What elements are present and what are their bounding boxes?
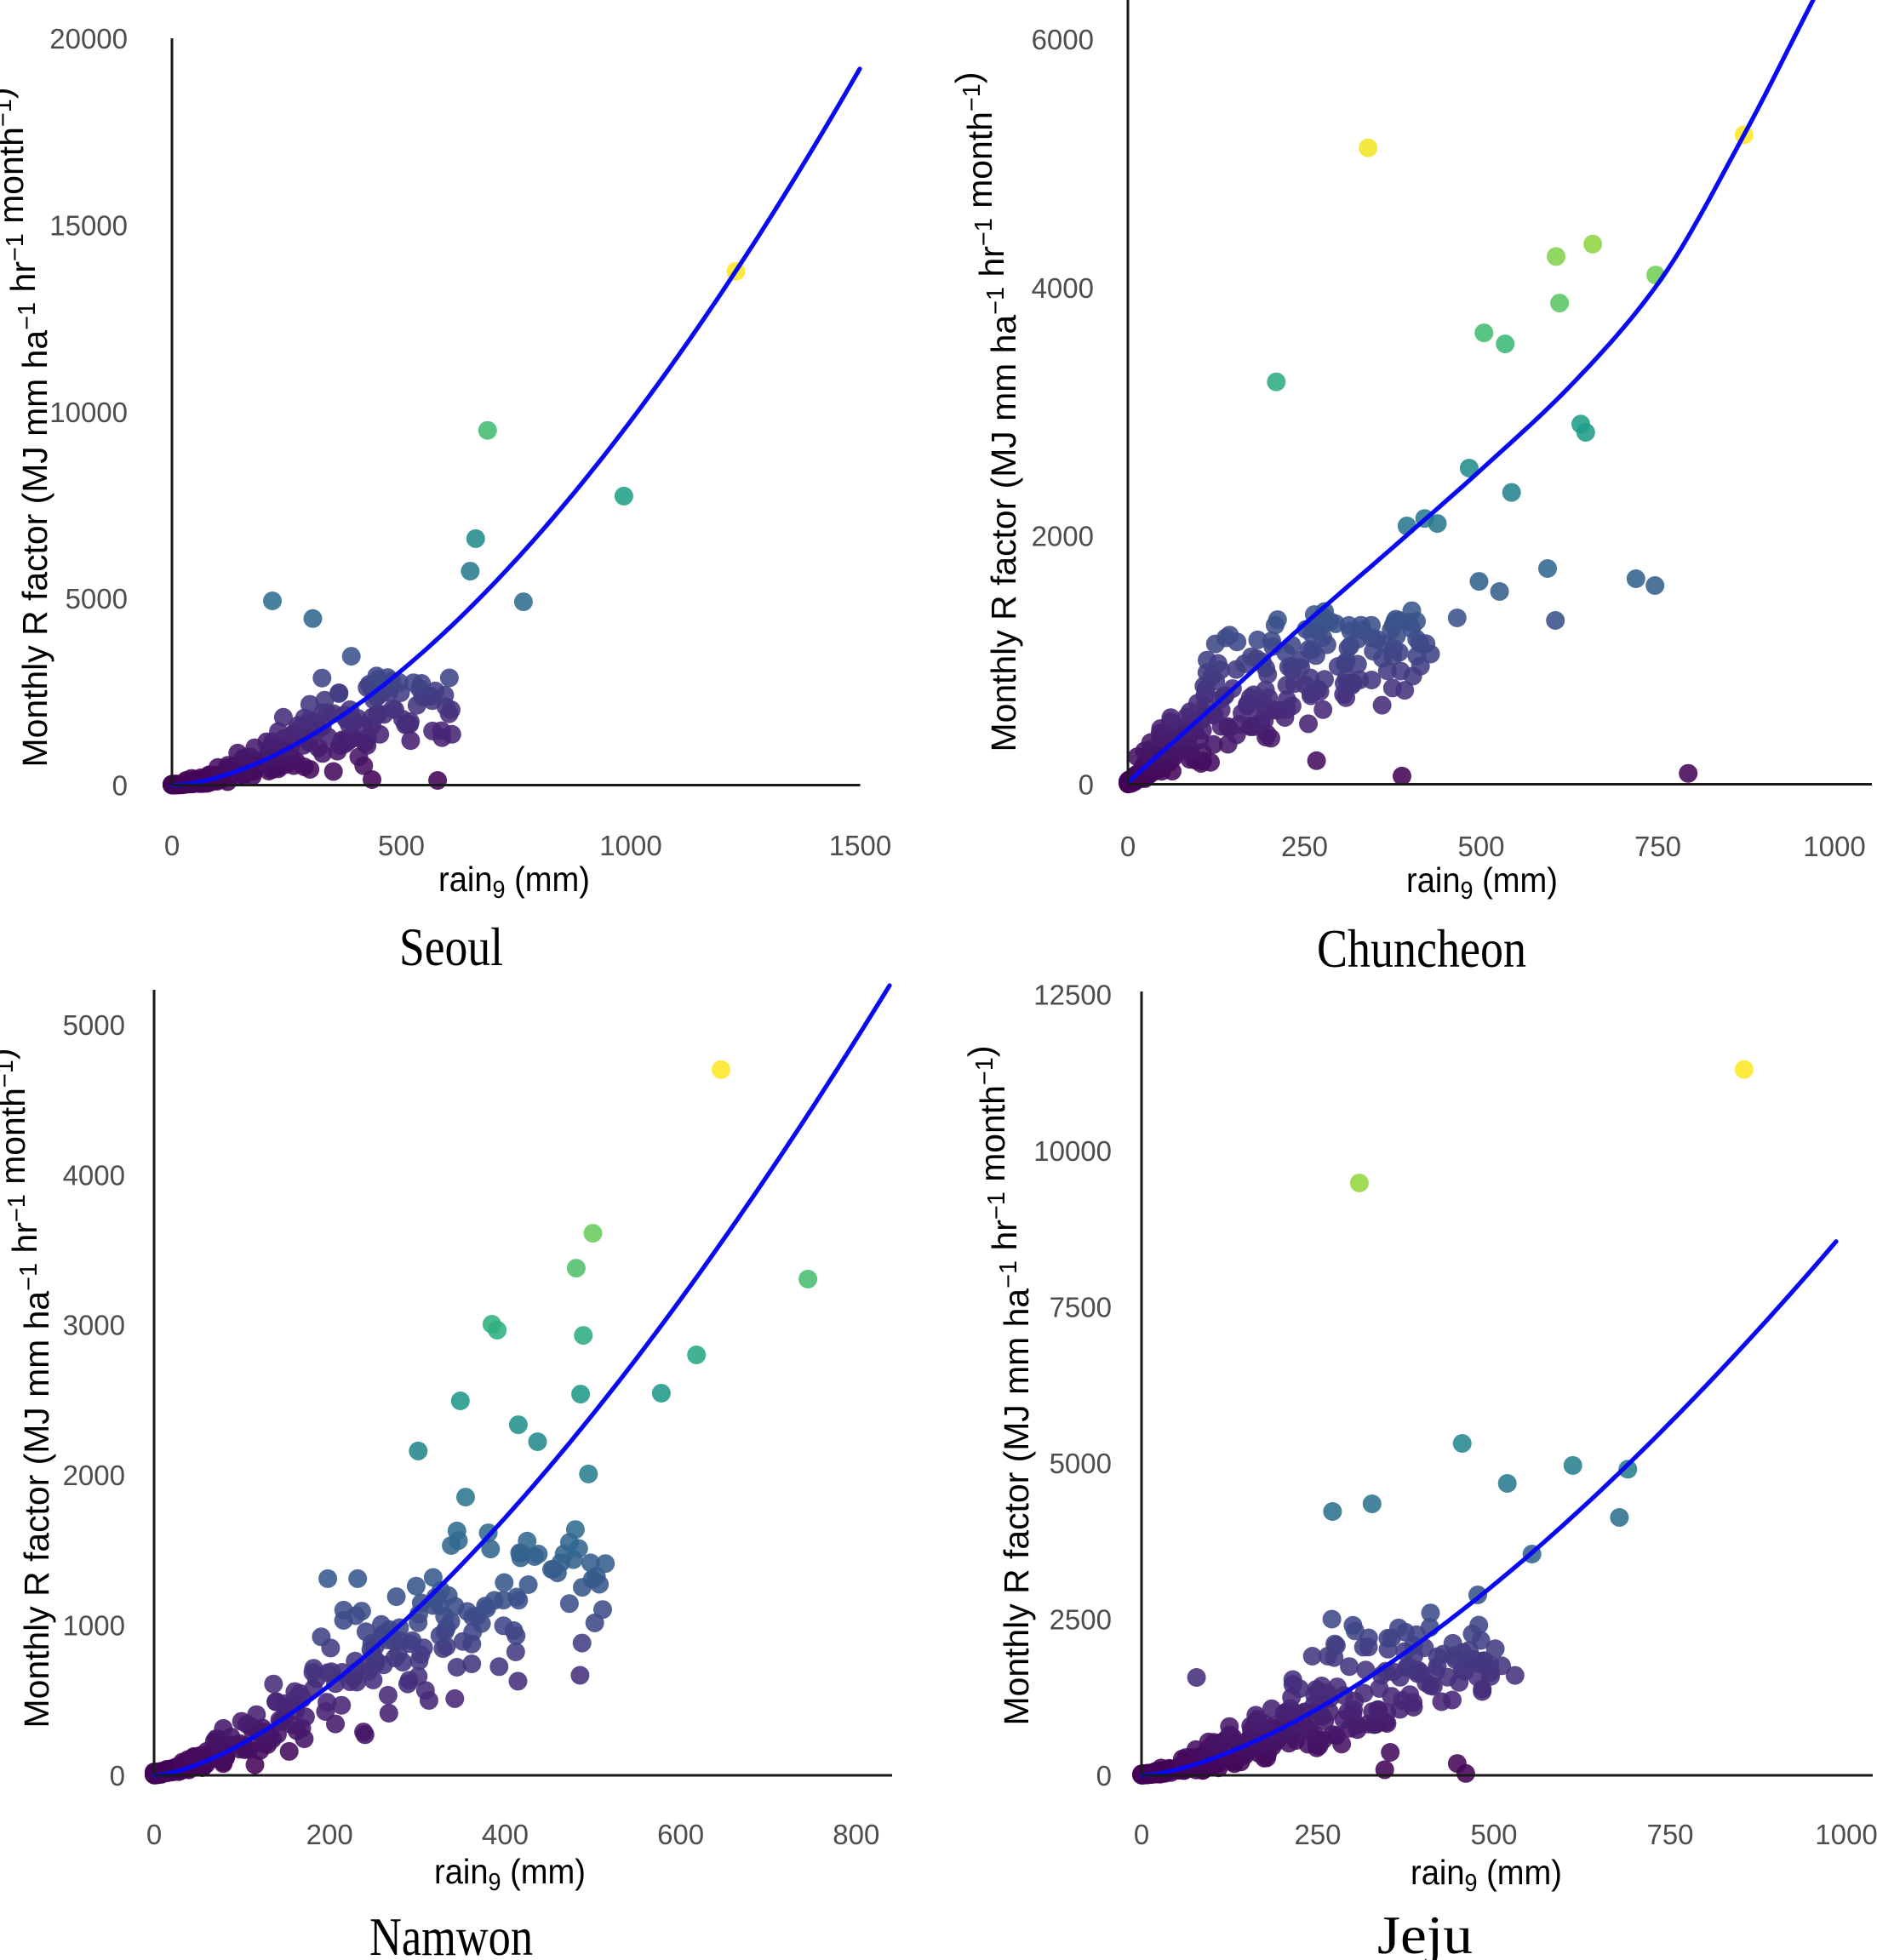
svg-text:2000: 2000 (63, 1460, 125, 1491)
svg-text:250: 250 (1281, 831, 1328, 862)
svg-text:1000: 1000 (1803, 831, 1865, 862)
svg-text:750: 750 (1646, 1819, 1693, 1850)
svg-text:0: 0 (164, 830, 180, 861)
svg-text:1500: 1500 (829, 830, 891, 861)
svg-text:rain9 (mm): rain9 (mm) (438, 860, 590, 904)
svg-text:500: 500 (1457, 831, 1504, 862)
svg-text:1000: 1000 (1815, 1819, 1877, 1850)
svg-text:7500: 7500 (1050, 1292, 1112, 1323)
svg-text:0: 0 (110, 1760, 125, 1791)
svg-text:2000: 2000 (1032, 521, 1094, 552)
svg-text:20000: 20000 (49, 23, 128, 54)
svg-text:6000: 6000 (1032, 24, 1094, 55)
svg-text:0: 0 (1134, 1819, 1149, 1850)
svg-text:12500: 12500 (1033, 980, 1112, 1011)
svg-text:Chuncheon: Chuncheon (1317, 918, 1526, 979)
svg-text:Seoul: Seoul (399, 917, 503, 977)
svg-text:5000: 5000 (63, 1009, 125, 1041)
svg-text:0: 0 (1079, 769, 1094, 801)
svg-text:1000: 1000 (599, 830, 661, 861)
svg-text:10000: 10000 (1033, 1135, 1112, 1167)
svg-text:500: 500 (1470, 1819, 1517, 1850)
svg-text:5000: 5000 (1050, 1448, 1112, 1479)
svg-text:Jeju: Jeju (1377, 1905, 1473, 1960)
svg-text:750: 750 (1634, 831, 1681, 862)
svg-text:1000: 1000 (63, 1610, 125, 1642)
svg-text:15000: 15000 (49, 209, 128, 241)
svg-text:0: 0 (1120, 831, 1136, 862)
svg-text:0: 0 (1096, 1760, 1112, 1791)
svg-text:250: 250 (1294, 1819, 1341, 1850)
svg-text:200: 200 (306, 1819, 353, 1850)
svg-text:10000: 10000 (49, 397, 128, 428)
svg-text:Namwon: Namwon (369, 1906, 533, 1960)
svg-text:2500: 2500 (1050, 1604, 1112, 1636)
svg-text:4000: 4000 (1032, 272, 1094, 304)
svg-text:0: 0 (146, 1819, 162, 1850)
svg-text:3000: 3000 (63, 1310, 125, 1341)
svg-text:rain9 (mm): rain9 (mm) (434, 1852, 586, 1896)
svg-text:5000: 5000 (66, 583, 128, 614)
svg-text:4000: 4000 (63, 1159, 125, 1191)
svg-text:rain9 (mm): rain9 (mm) (1411, 1853, 1562, 1897)
svg-text:0: 0 (112, 770, 128, 802)
svg-text:800: 800 (833, 1819, 879, 1850)
svg-text:600: 600 (657, 1819, 704, 1850)
svg-text:rain9 (mm): rain9 (mm) (1406, 860, 1558, 905)
svg-text:400: 400 (482, 1819, 529, 1850)
svg-text:500: 500 (378, 830, 425, 861)
